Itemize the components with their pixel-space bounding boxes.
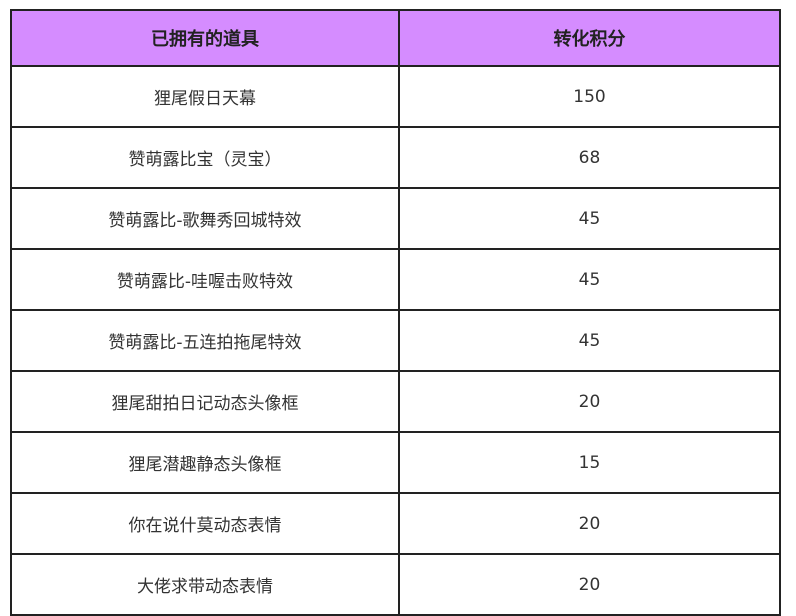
header-item: 已拥有的道具: [10, 9, 400, 67]
table-row: 赞萌露比-哇喔击败特效 45: [10, 248, 781, 311]
table-row: 赞萌露比-歌舞秀回城特效 45: [10, 187, 781, 250]
header-points: 转化积分: [398, 9, 781, 67]
item-name: 狸尾甜拍日记动态头像框: [10, 370, 400, 433]
table-row: 狸尾潜趣静态头像框 15: [10, 431, 781, 494]
points: 68: [398, 126, 781, 189]
item-name: 大佬求带动态表情: [10, 553, 400, 616]
points: 45: [398, 309, 781, 372]
table-row: 狸尾甜拍日记动态头像框 20: [10, 370, 781, 433]
points: 20: [398, 370, 781, 433]
item-name: 赞萌露比-哇喔击败特效: [10, 248, 400, 311]
points: 20: [398, 492, 781, 555]
points: 45: [398, 248, 781, 311]
item-name: 你在说什莫动态表情: [10, 492, 400, 555]
points: 15: [398, 431, 781, 494]
points: 20: [398, 553, 781, 616]
points: 150: [398, 65, 781, 128]
table-row: 赞萌露比-五连拍拖尾特效 45: [10, 309, 781, 372]
item-name: 狸尾潜趣静态头像框: [10, 431, 400, 494]
item-points-table: 已拥有的道具 转化积分 狸尾假日天幕 150 赞萌露比宝（灵宝） 68 赞萌露比-歌舞秀…: [10, 9, 781, 616]
table-row: 狸尾假日天幕 150: [10, 65, 781, 128]
item-name: 赞萌露比-五连拍拖尾特效: [10, 309, 400, 372]
item-name: 赞萌露比-歌舞秀回城特效: [10, 187, 400, 250]
header-row: 已拥有的道具 转化积分: [10, 9, 781, 67]
points: 45: [398, 187, 781, 250]
table-row: 赞萌露比宝（灵宝） 68: [10, 126, 781, 189]
table-row: 你在说什莫动态表情 20: [10, 492, 781, 555]
table-row: 大佬求带动态表情 20: [10, 553, 781, 616]
item-name: 狸尾假日天幕: [10, 65, 400, 128]
item-name: 赞萌露比宝（灵宝）: [10, 126, 400, 189]
